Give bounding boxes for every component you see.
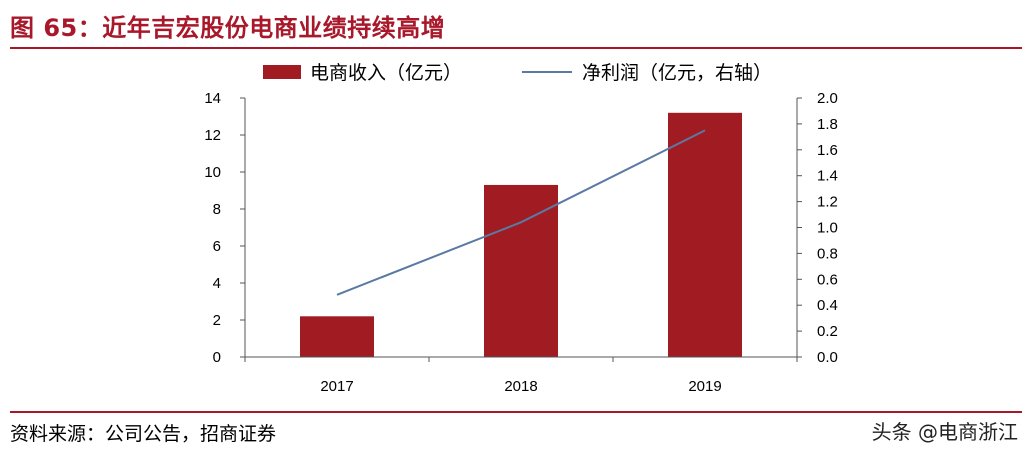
legend-label-profit: 净利润（亿元，右轴）	[582, 62, 772, 84]
right-tick-label: 0.4	[817, 297, 838, 314]
legend-swatch-revenue	[263, 65, 301, 79]
right-tick-label: 0.2	[817, 323, 838, 340]
revenue-bar	[300, 316, 374, 357]
right-tick-label: 0.8	[817, 245, 838, 262]
left-tick-label: 10	[204, 164, 221, 181]
left-tick-label: 2	[213, 312, 221, 329]
source-note: 资料来源：公司公告，招商证券	[10, 423, 277, 445]
right-tick-label: 1.0	[817, 220, 838, 237]
right-tick-label: 1.4	[817, 168, 838, 185]
legend: 电商收入（亿元） 净利润（亿元，右轴）	[263, 62, 772, 84]
x-tick-label: 2018	[504, 378, 537, 395]
net-profit-line	[336, 129, 706, 296]
left-tick-label: 6	[213, 238, 221, 255]
line-series	[336, 129, 706, 296]
right-tick-label: 0.6	[817, 271, 838, 288]
right-tick-label: 1.8	[817, 116, 838, 133]
left-tick-label: 14	[204, 90, 221, 107]
x-tick-label: 2019	[688, 378, 721, 395]
right-tick-label: 1.6	[817, 142, 838, 159]
axes: 0 2 4 6 8 10 12 14 0.0 0.2 0.4 0.6 0.8 1.0 1.2 1.4 1.6 1.…	[204, 90, 838, 395]
x-tick-label: 2017	[320, 378, 353, 395]
left-tick-label: 12	[204, 127, 221, 144]
left-tick-label: 0	[213, 349, 221, 366]
revenue-bar	[484, 184, 558, 357]
left-tick-label: 8	[213, 201, 221, 218]
revenue-bar	[668, 112, 742, 357]
bar-series	[300, 112, 742, 357]
watermark: 头条 @电商浙江	[871, 420, 1018, 444]
left-tick-label: 4	[213, 275, 221, 292]
right-tick-label: 2.0	[817, 90, 838, 107]
figure-title: 图 65：近年吉宏股份电商业绩持续高增	[10, 14, 446, 42]
title-divider	[10, 47, 1022, 49]
legend-label-revenue: 电商收入（亿元）	[310, 62, 462, 84]
right-tick-label: 0.0	[817, 349, 838, 366]
source-divider	[10, 411, 1022, 413]
right-tick-label: 1.2	[817, 194, 838, 211]
